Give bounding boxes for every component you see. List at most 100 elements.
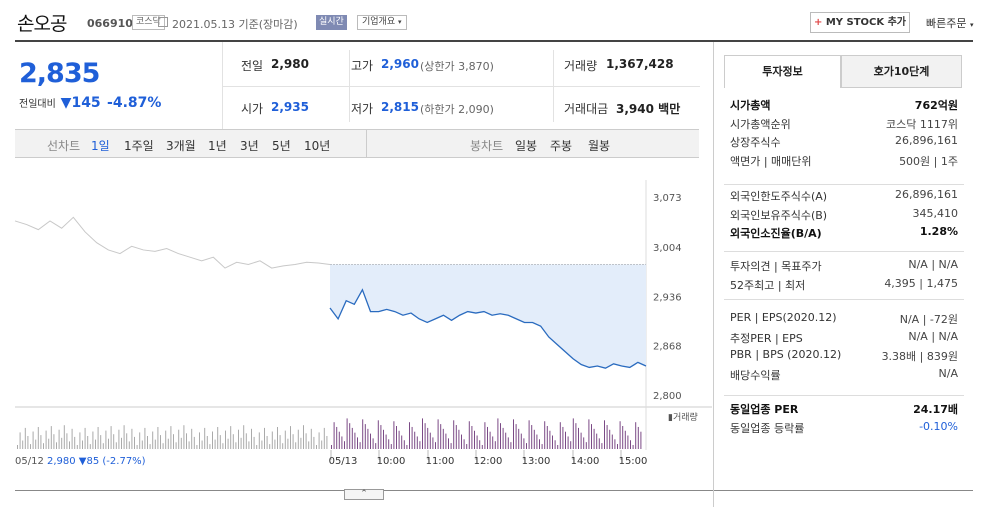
volume-bar-prev [245, 433, 247, 449]
volume-bar-today [416, 436, 418, 449]
volume-bar-today [588, 419, 590, 449]
invest-row: 외국인한도주식수(A) 26,896,161 [730, 188, 958, 206]
volume-bar-prev [76, 445, 78, 449]
change-value: 145 [71, 95, 101, 111]
volume-bar-today [617, 444, 618, 449]
tab-investment-info[interactable]: 투자정보 [724, 55, 841, 88]
volume-bar-prev [173, 434, 174, 449]
volume-bar-today [510, 442, 512, 449]
group-divider [724, 395, 964, 396]
volume-bar-prev [279, 435, 281, 449]
collapse-button[interactable]: ⌃ [344, 489, 384, 500]
market-badge: 코스닥 [132, 15, 165, 30]
low-value: 2,815 [381, 100, 419, 114]
volume-bar-prev [74, 436, 76, 449]
tab-1y[interactable]: 1년 [208, 139, 227, 153]
x-tick-label: 11:00 [426, 456, 455, 467]
company-overview-label: 기업개요 [362, 17, 396, 27]
mystock-add-button[interactable]: + MY STOCK 추가 [810, 12, 910, 33]
volume-bar-prev [321, 440, 323, 449]
divider [366, 130, 367, 157]
stock-name: 손오공 [17, 13, 67, 35]
volume-bar-today [630, 440, 631, 449]
tab-orderbook-10[interactable]: 호가10단계 [841, 55, 962, 88]
volume-bar-prev [284, 430, 286, 449]
invest-row: PBR | BPS (2020.12) 3.38배 | 839원 [730, 348, 958, 366]
volume-bar-prev [214, 439, 216, 449]
invest-row-label: 외국인소진율(B/A) [730, 227, 822, 240]
invest-row-label: 동일업종 등락률 [730, 421, 805, 435]
volume-bar-today [565, 431, 566, 449]
volume-bar-prev [56, 442, 57, 449]
volume-bar-today [388, 439, 390, 449]
volume-bar-prev [110, 426, 112, 449]
tab-10y[interactable]: 10년 [304, 139, 331, 153]
tab-1d[interactable]: 1일 [91, 139, 110, 153]
volume-bar-today [419, 441, 421, 449]
volume-bar-today [572, 418, 574, 449]
y-tick-label: 2,800 [653, 391, 682, 402]
volume-bar-today [427, 427, 429, 449]
volume-bar-prev [144, 427, 146, 449]
volume-bar-prev [58, 429, 60, 449]
date-label: 2021.05.13 기준(장마감) [172, 18, 298, 31]
invest-row-value: 24.17배 [913, 403, 958, 416]
volume-bar-today [570, 441, 572, 449]
volume-bar-prev [95, 439, 96, 449]
tab-5y[interactable]: 5년 [272, 139, 291, 153]
high-value: 2,960 [381, 57, 419, 71]
volume-bar-prev [97, 427, 99, 449]
change-label: 전일대비 [19, 99, 56, 110]
volume-bar-today [403, 440, 405, 449]
volume-bar-today [476, 435, 478, 449]
volume-bar-prev [17, 445, 18, 449]
volume-bar-prev [136, 445, 138, 449]
invest-row-value: 345,410 [912, 206, 959, 220]
tab-1w[interactable]: 1주일 [124, 139, 154, 153]
volume-bar-today [359, 442, 361, 449]
x-tick-label: 14:00 [571, 456, 600, 467]
volume-bar-prev [128, 441, 130, 449]
volume-bar-today [606, 425, 608, 449]
volume-bar-today [614, 439, 616, 449]
volume-bar-today [559, 422, 561, 449]
invest-row-label: 외국인보유주식수(B) [730, 208, 828, 222]
volume-bar-today [466, 444, 468, 449]
invest-row: 52주최고 | 최저 4,395 | 1,475 [730, 277, 958, 295]
realtime-button[interactable]: 실시간 [316, 15, 347, 30]
volume-bar-today [554, 440, 556, 449]
tab-3m[interactable]: 3개월 [166, 139, 196, 153]
price-chart[interactable]: 3,073 3,004 2,936 2,868 2,800 ▮거래량 05/13 10:00 1… [0, 160, 712, 490]
volume-bar-prev [139, 432, 141, 449]
invest-row-value: N/A | N/A [908, 258, 958, 271]
volume-bar-prev [225, 430, 226, 449]
volume-bar-prev [308, 441, 310, 449]
quick-order-label: 빠른주문 [926, 17, 967, 30]
volume-bar-today [370, 433, 371, 449]
price-change: 전일대비 ▼145 -4.87% [19, 95, 161, 111]
amount-number: 3,940 [616, 102, 654, 116]
volume-bar-prev [175, 442, 177, 449]
volume-bar-prev [186, 433, 187, 449]
quick-order-button[interactable]: 빠른주문 ▾ [926, 15, 974, 31]
invest-row-value: N/A | N/A [908, 329, 958, 343]
tab-weekly[interactable]: 주봉 [550, 139, 573, 153]
volume-bar-prev [108, 438, 109, 449]
volume-label: 거래량 [564, 59, 598, 73]
volume-bar-prev [19, 432, 21, 449]
high-label: 고가 [351, 59, 374, 73]
volume-bar-today [432, 437, 434, 449]
volume-bar-today [513, 419, 514, 449]
invest-row-label: 동일업종 PER [730, 403, 799, 416]
tab-daily[interactable]: 일봉 [515, 139, 538, 153]
tab-monthly[interactable]: 월봉 [588, 139, 611, 153]
company-overview-dropdown[interactable]: 기업개요 ▾ [357, 15, 407, 30]
volume-bar-today [518, 428, 520, 449]
volume-bar-today [479, 440, 481, 449]
tab-3y[interactable]: 3년 [240, 139, 259, 153]
volume-bar-prev [282, 443, 284, 449]
volume-bar-today [627, 435, 629, 449]
volume-bar-today [637, 426, 639, 449]
volume-bar-today [536, 434, 538, 449]
volume-bar-prev [256, 445, 258, 449]
